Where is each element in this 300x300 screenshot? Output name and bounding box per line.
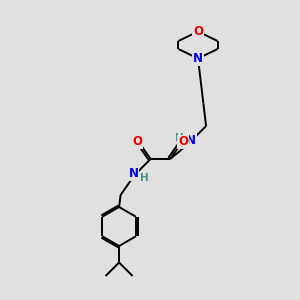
Text: O: O bbox=[178, 135, 188, 148]
Text: N: N bbox=[193, 52, 203, 65]
Text: O: O bbox=[193, 25, 203, 38]
Text: H: H bbox=[175, 133, 184, 143]
Text: O: O bbox=[133, 135, 143, 148]
Text: N: N bbox=[128, 167, 139, 181]
Text: N: N bbox=[186, 134, 196, 148]
Text: H: H bbox=[140, 173, 149, 184]
